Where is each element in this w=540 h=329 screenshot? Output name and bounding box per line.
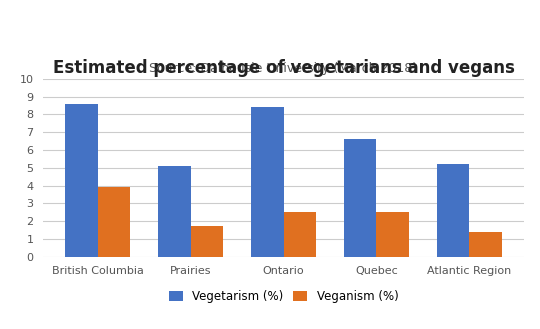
Bar — [191, 226, 223, 257]
Bar — [158, 166, 191, 257]
Bar — [437, 164, 469, 257]
Bar — [469, 232, 502, 257]
Bar — [376, 212, 409, 257]
Text: Source: Dalhousie University (March 2018): Source: Dalhousie University (March 2018… — [150, 63, 417, 75]
Bar — [98, 187, 130, 257]
Bar — [284, 212, 316, 257]
Bar — [344, 139, 376, 257]
Bar — [65, 104, 98, 257]
Title: Estimated percentage of vegetarians and vegans: Estimated percentage of vegetarians and … — [52, 60, 515, 77]
Bar — [251, 107, 284, 257]
Legend: Vegetarism (%), Veganism (%): Vegetarism (%), Veganism (%) — [164, 285, 403, 308]
